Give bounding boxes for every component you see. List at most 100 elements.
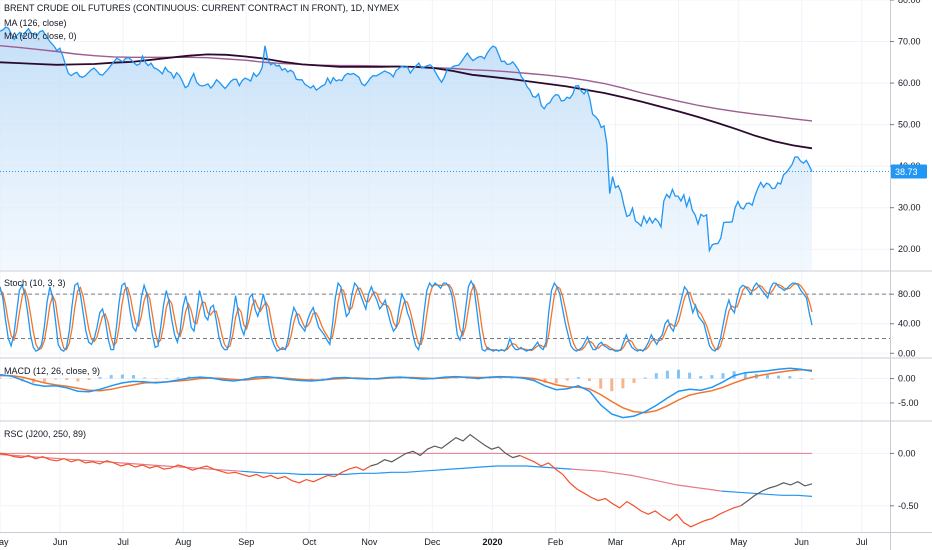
rsc-legend[interactable]: RSC (J200, 250, 89) [4, 429, 87, 439]
macd-histogram-bar [9, 378, 13, 380]
macd-histogram-bar [610, 378, 614, 392]
macd-histogram-bar [276, 378, 280, 380]
time-axis-label: May [0, 537, 9, 547]
stoch-legend[interactable]: Stoch (10, 3, 3) [4, 278, 66, 288]
macd-histogram-bar [321, 378, 325, 380]
price-axis[interactable]: 20.0030.0040.0050.0060.0070.0080.000.004… [890, 0, 927, 511]
time-axis-label: 2020 [482, 537, 502, 547]
macd-histogram-bar [654, 373, 658, 379]
macd-histogram-bar [454, 378, 458, 379]
price-ytick-label: 70.00 [898, 37, 921, 47]
macd-histogram-bar [410, 378, 414, 380]
macd-histogram-bar [710, 375, 714, 379]
macd-histogram-bar [510, 378, 514, 380]
time-axis-label: Jun [53, 537, 68, 547]
macd-histogram-bar [599, 378, 603, 389]
stoch-k-line[interactable] [0, 279, 813, 352]
macd-histogram-bar [521, 378, 525, 380]
macd-legend[interactable]: MACD (12, 26, close, 9) [4, 366, 101, 376]
rsc-ytick-label: -0.50 [898, 501, 919, 511]
time-axis-label: May [730, 537, 748, 547]
price-ytick-label: 60.00 [898, 78, 921, 88]
macd-histogram-bar [65, 378, 69, 380]
rsc-line-above[interactable] [370, 433, 521, 467]
macd-histogram-bar [209, 378, 213, 380]
price-ytick-label: 20.00 [898, 244, 921, 254]
macd-histogram-bar [632, 378, 636, 383]
macd-histogram-bar [699, 376, 703, 379]
time-axis-label: Oct [302, 537, 317, 547]
macd-histogram-bar [810, 378, 814, 380]
time-axis-label: Sep [238, 537, 254, 547]
rsc-ma-line-pink[interactable] [0, 453, 241, 472]
rsc-ytick-label: 0.00 [898, 448, 916, 458]
macd-histogram-bar [777, 375, 781, 379]
time-axis-label: Jun [794, 537, 809, 547]
macd-histogram-bar [532, 378, 536, 381]
macd-histogram-bar [487, 378, 491, 379]
price-ytick-label: 30.00 [898, 203, 921, 213]
macd-histogram-bar [398, 378, 402, 379]
time-axis-label: Mar [608, 537, 624, 547]
rsc-ma-line-blue[interactable] [240, 465, 572, 475]
macd-histogram-bar [665, 370, 669, 379]
rsc-line-below[interactable] [519, 454, 741, 528]
stoch-ytick-label: 80.00 [898, 289, 921, 299]
macd-histogram-bar [143, 377, 147, 379]
price-pane[interactable] [0, 26, 890, 270]
macd-pane[interactable] [0, 367, 814, 419]
price-ytick-label: 50.00 [898, 120, 921, 130]
last-price-label: 38.73 [895, 167, 918, 177]
macd-histogram-bar [120, 374, 124, 379]
rsc-line-above[interactable] [740, 481, 813, 507]
macd-histogram-bar [643, 377, 647, 379]
macd-histogram-bar [721, 373, 725, 379]
time-axis-label: Jul [856, 537, 868, 547]
macd-histogram-bar [688, 372, 692, 379]
time-axis-label: Feb [548, 537, 564, 547]
macd-line[interactable] [0, 367, 813, 419]
macd-histogram-bar [310, 378, 313, 380]
macd-histogram-bar [98, 377, 102, 379]
macd-histogram-bar [87, 378, 91, 380]
ma126-legend[interactable]: MA (126, close) [4, 18, 67, 28]
macd-ytick-label: -5.00 [898, 398, 919, 408]
macd-histogram-bar [799, 378, 803, 379]
macd-histogram-bar [554, 378, 558, 384]
time-axis[interactable]: May Jun Jul Aug Sep Oct Nov Dec 2020 Feb Mar Apr May… [0, 537, 868, 547]
macd-histogram-bar [743, 372, 747, 379]
last-price-badge[interactable] [891, 164, 927, 179]
macd-histogram-bar [243, 378, 247, 379]
macd-histogram-bar [576, 377, 580, 379]
macd-histogram-bar [132, 375, 135, 379]
main-title: BRENT CRUDE OIL FUTURES (CONTINUOUS: CUR… [4, 3, 400, 13]
price-ytick-label: 80.00 [898, 0, 921, 5]
rsc-ma-line-pink[interactable] [571, 468, 722, 492]
macd-histogram-bar [76, 378, 80, 382]
ma200-legend[interactable]: MA (200, close, 0) [4, 31, 77, 41]
time-axis-label: Jul [117, 537, 129, 547]
macd-histogram-bar [176, 377, 180, 379]
rsc-ma-line-blue[interactable] [721, 490, 813, 497]
macd-histogram-bar [54, 378, 58, 380]
price-line[interactable] [0, 26, 813, 253]
time-axis-label: Apr [672, 537, 686, 547]
macd-histogram-bar [154, 378, 158, 380]
time-axis-label: Dec [424, 537, 441, 547]
price-area-fill [0, 27, 812, 270]
macd-histogram-bar [43, 378, 46, 382]
stoch-pane[interactable] [0, 279, 890, 352]
macd-histogram-bar [0, 377, 2, 379]
stoch-ytick-label: 0.00 [898, 348, 916, 358]
macd-histogram-bar [766, 375, 769, 379]
macd-histogram-bar [565, 378, 569, 381]
rsc-pane[interactable] [0, 433, 813, 528]
rsc-line-below[interactable] [0, 452, 371, 484]
time-axis-label: Aug [175, 537, 191, 547]
macd-histogram-bar [109, 375, 113, 379]
stoch-d-line[interactable] [0, 282, 813, 351]
time-axis-label: Nov [361, 537, 378, 547]
macd-histogram-bar [788, 376, 792, 379]
